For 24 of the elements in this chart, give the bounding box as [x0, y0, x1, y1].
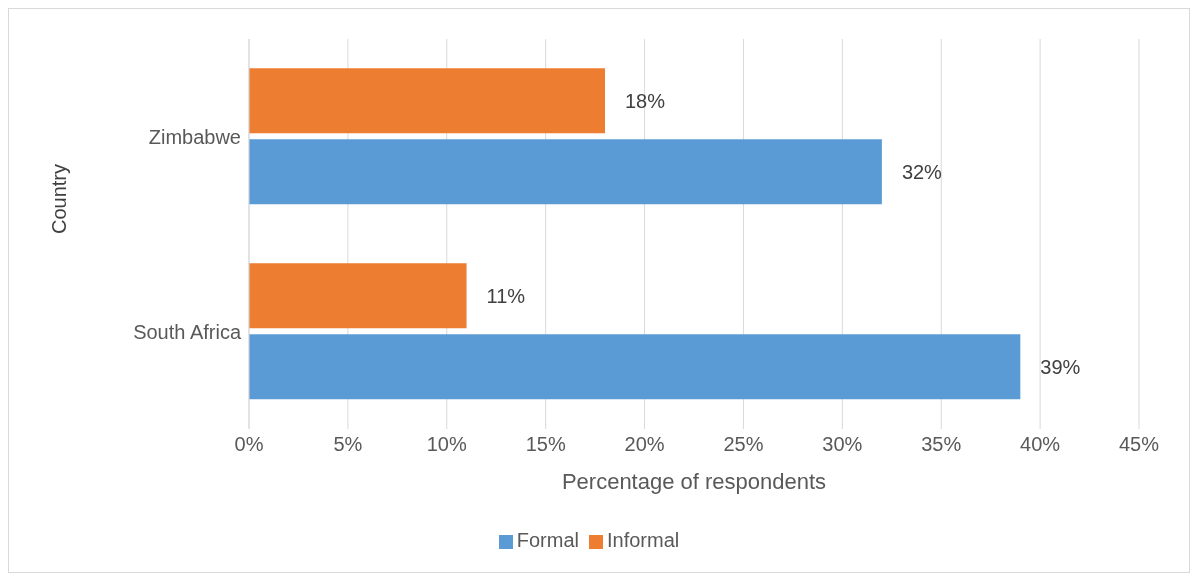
bar: [249, 334, 1021, 400]
y-axis-title: Country: [48, 163, 71, 234]
x-tick-label: 15%: [525, 433, 566, 456]
data-label: 18%: [625, 89, 666, 112]
x-axis-title: Percentage of respondents: [561, 469, 827, 494]
x-tick-label: 20%: [624, 433, 665, 456]
x-tick-label: 30%: [822, 433, 863, 456]
data-label: 32%: [901, 160, 943, 183]
x-tick-label: 25%: [723, 433, 764, 456]
x-tick-label: 45%: [1118, 433, 1160, 456]
y-tick-label: Zimbabwe: [148, 125, 241, 148]
x-tick-label: 35%: [921, 433, 962, 456]
data-label: 39%: [1040, 355, 1081, 378]
bar: [249, 68, 605, 134]
x-tick-label: 40%: [1020, 433, 1061, 456]
bar: [249, 139, 882, 205]
x-tick-label: 5%: [333, 433, 363, 456]
x-tick-label: 0%: [234, 433, 264, 456]
legend-label: Formal: [516, 529, 579, 551]
legend-label: Informal: [606, 529, 680, 551]
data-label: 11%: [486, 284, 526, 307]
x-tick-label: 10%: [426, 433, 468, 456]
bar: [249, 263, 467, 329]
y-tick-label: South Africa: [133, 320, 242, 343]
